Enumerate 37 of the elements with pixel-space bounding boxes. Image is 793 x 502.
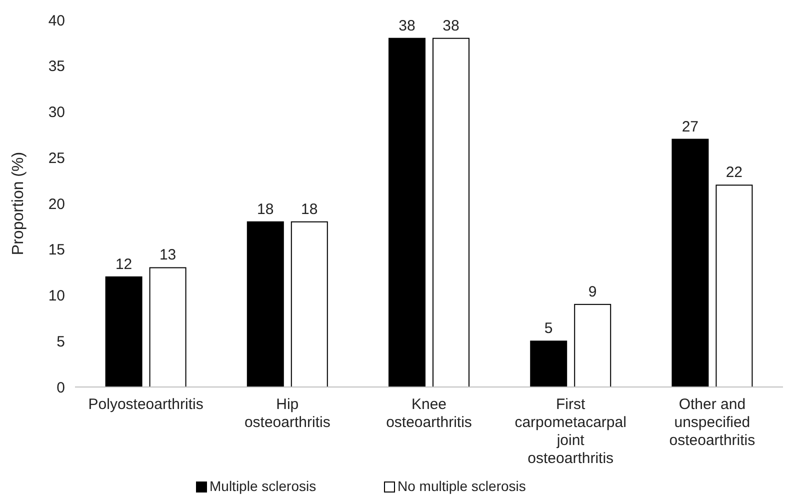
legend-label: Multiple sclerosis [210, 478, 316, 494]
bar [105, 276, 142, 388]
bar [432, 38, 470, 388]
y-tick-label: 35 [48, 58, 65, 76]
data-label: 38 [442, 17, 460, 34]
y-tick-label: 40 [48, 12, 65, 30]
bar [246, 221, 284, 388]
y-tick-label: 25 [48, 150, 65, 167]
y-tick-label: 0 [56, 379, 65, 396]
bar [290, 221, 328, 388]
data-label: 27 [682, 118, 699, 136]
y-tick-label: 30 [48, 104, 65, 121]
data-label: 22 [726, 164, 743, 182]
data-label: 13 [159, 246, 176, 264]
bar [716, 184, 753, 388]
bar [574, 304, 612, 388]
bar [149, 267, 186, 388]
x-tick-label: Polyosteoarthritis [88, 396, 204, 413]
x-tick-label: Other and unspecified osteoarthritis [669, 396, 756, 449]
x-tick-label: First carpometacarpal joint osteoarthritis [514, 396, 626, 467]
bar [530, 340, 568, 388]
legend-label: No multiple sclerosis [398, 478, 526, 494]
data-label: 9 [588, 283, 597, 300]
x-tick-label: Knee osteoarthritis [386, 396, 472, 431]
data-label: 5 [544, 320, 553, 338]
x-tick-label: Hip osteoarthritis [244, 396, 330, 431]
data-label: 38 [398, 17, 416, 34]
y-tick-label: 10 [48, 288, 65, 304]
y-axis-title: Proportion (%) [10, 152, 27, 256]
y-tick-label: 20 [48, 196, 65, 213]
y-tick-label: 15 [48, 242, 65, 259]
bar [388, 38, 426, 388]
bar [672, 138, 709, 388]
y-tick-label: 5 [56, 333, 65, 350]
data-label: 18 [301, 200, 318, 218]
data-label: 12 [115, 256, 132, 273]
data-label: 18 [257, 200, 274, 218]
